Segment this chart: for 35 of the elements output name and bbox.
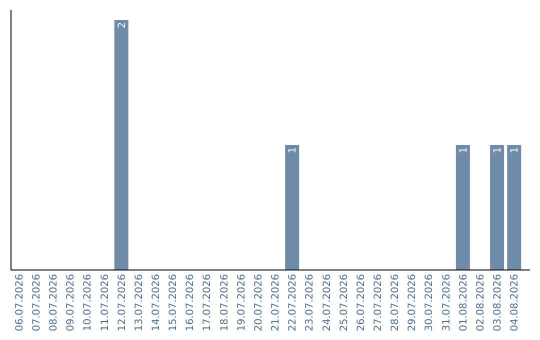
data-label: 2 <box>116 22 128 28</box>
x-tick-label: 11.07.2026 <box>100 274 111 332</box>
x-tick-label: 29.07.2026 <box>407 274 418 332</box>
x-tick-label: 27.07.2026 <box>373 274 384 332</box>
x-tick-label: 07.07.2026 <box>31 274 42 332</box>
x-tick-label: 03.08.2026 <box>492 274 504 332</box>
x-tick-label: 06.07.2026 <box>14 274 26 332</box>
x-tick-label: 13.07.2026 <box>134 274 145 332</box>
data-label: 1 <box>492 147 504 154</box>
x-tick-label: 25.07.2026 <box>338 274 350 332</box>
data-label: 1 <box>458 147 470 154</box>
x-tick-label: 16.07.2026 <box>185 274 196 332</box>
x-tick-label: 18.07.2026 <box>219 274 230 332</box>
x-tick-label: 22.07.2026 <box>288 274 299 332</box>
x-tick-label: 17.07.2026 <box>202 274 214 332</box>
x-tick-label: 26.07.2026 <box>356 274 367 332</box>
x-tick-label: 23.07.2026 <box>304 274 316 332</box>
x-tick-label: 30.07.2026 <box>424 274 436 332</box>
x-tick-label: 08.07.2026 <box>48 274 60 332</box>
data-label: 1 <box>288 147 299 154</box>
x-tick-label: 09.07.2026 <box>66 274 77 332</box>
x-tick-label: 12.07.2026 <box>116 274 128 332</box>
x-tick-label: 02.08.2026 <box>475 274 486 332</box>
x-tick-label: 15.07.2026 <box>168 274 180 332</box>
x-tick-label: 19.07.2026 <box>236 274 248 332</box>
x-tick-label: 01.08.2026 <box>458 274 470 332</box>
x-tick-label: 14.07.2026 <box>150 274 162 332</box>
x-tick-label: 21.07.2026 <box>270 274 282 332</box>
x-tick-label: 04.08.2026 <box>510 274 521 332</box>
x-tick-label: 24.07.2026 <box>322 274 333 332</box>
x-tick-label: 28.07.2026 <box>390 274 402 332</box>
x-tick-label: 20.07.2026 <box>253 274 264 332</box>
x-tick-label: 10.07.2026 <box>82 274 94 332</box>
data-label: 1 <box>510 147 521 154</box>
x-tick-label: 31.07.2026 <box>441 274 452 332</box>
